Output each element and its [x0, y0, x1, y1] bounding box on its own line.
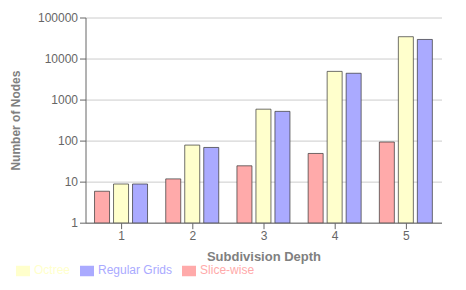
svg-text:2: 2: [189, 229, 196, 243]
svg-text:10000: 10000: [45, 52, 79, 66]
html-text:Octree: Octree: [34, 263, 70, 278]
svg-text:100: 100: [58, 134, 78, 148]
svg-text:1: 1: [118, 229, 125, 243]
svg-text:100000: 100000: [38, 11, 78, 25]
svg-text:1000: 1000: [51, 93, 78, 107]
html-text:Slice-wise: Slice-wise: [200, 263, 255, 278]
html-text:Regular Grids: Regular Grids: [98, 263, 172, 278]
svg-text:Number of Nodes: Number of Nodes: [9, 70, 23, 170]
svg-text:3: 3: [261, 229, 268, 243]
svg-text:4: 4: [332, 229, 339, 243]
svg-text:10: 10: [65, 175, 79, 189]
svg-text:1: 1: [71, 216, 78, 230]
svg-text:Subdivision Depth: Subdivision Depth: [207, 249, 321, 264]
svg-text:5: 5: [403, 229, 410, 243]
